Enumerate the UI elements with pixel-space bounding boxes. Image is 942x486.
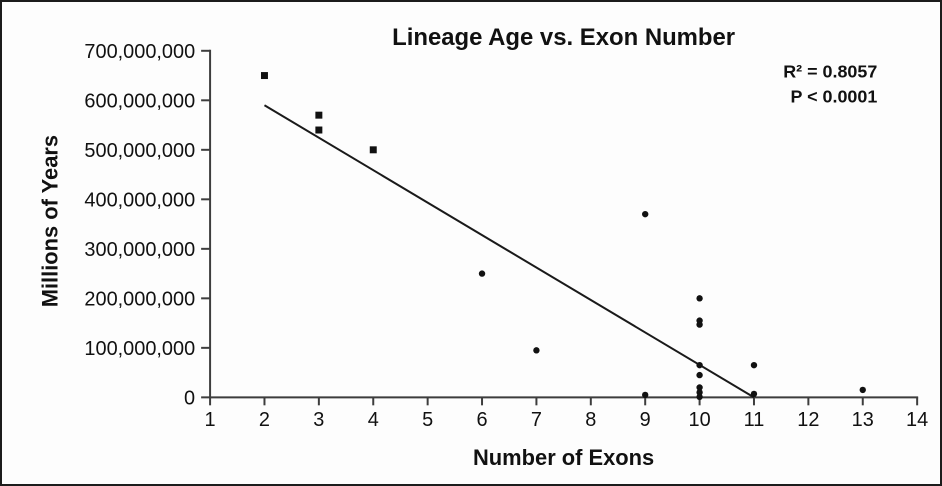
data-points-group xyxy=(260,72,866,401)
data-point-circle xyxy=(696,384,703,391)
regression-trendline xyxy=(263,104,755,399)
x-axis-title: Number of Exons xyxy=(473,445,654,470)
data-point-circle xyxy=(696,371,703,379)
x-tick-label: 14 xyxy=(906,409,928,431)
x-axis-ticks: 1 2 3 4 5 6 7 8 9 10 11 12 13 14 xyxy=(205,397,928,431)
data-point-square xyxy=(315,111,323,119)
data-point-circle xyxy=(533,347,540,354)
data-point-circle xyxy=(696,389,703,396)
r-squared-annotation: R² = 0.8057 xyxy=(783,62,877,82)
data-point-square xyxy=(260,72,268,80)
data-point-circle xyxy=(696,361,703,369)
data-point-circle xyxy=(478,270,486,277)
y-axis-title: Millions of Years xyxy=(38,135,63,307)
x-tick-label: 9 xyxy=(640,409,651,431)
data-point-square xyxy=(315,126,323,134)
x-tick-label: 7 xyxy=(531,409,542,431)
data-point-circle xyxy=(642,391,649,399)
y-axis-ticks: 0 100,000,000 200,000,000 300,000,000 400,00… xyxy=(84,41,211,409)
y-tick-label: 200,000,000 xyxy=(84,288,195,310)
data-point-square xyxy=(369,146,377,154)
x-tick-label: 11 xyxy=(744,409,765,431)
chart-title: Lineage Age vs. Exon Number xyxy=(392,24,735,51)
data-point-circle xyxy=(696,393,703,401)
x-tick-label: 10 xyxy=(689,409,711,431)
x-tick-label: 2 xyxy=(259,409,270,431)
y-tick-label: 0 xyxy=(184,387,195,409)
y-tick-label: 700,000,000 xyxy=(84,41,195,63)
y-tick-label: 100,000,000 xyxy=(84,338,195,360)
x-tick-label: 12 xyxy=(797,409,819,431)
x-tick-label: 5 xyxy=(422,409,433,431)
x-tick-label: 6 xyxy=(476,409,487,431)
x-tick-label: 3 xyxy=(313,409,324,431)
data-point-circle xyxy=(642,210,649,218)
x-tick-label: 8 xyxy=(585,409,596,431)
data-point-circle xyxy=(750,390,758,398)
y-tick-label: 600,000,000 xyxy=(84,90,195,112)
x-tick-label: 13 xyxy=(852,409,874,431)
data-point-circle xyxy=(750,361,758,369)
y-tick-label: 400,000,000 xyxy=(84,189,195,211)
trendline-group xyxy=(263,104,755,399)
p-value-annotation: P < 0.0001 xyxy=(791,87,878,107)
y-tick-label: 500,000,000 xyxy=(84,140,195,162)
x-tick-label: 1 xyxy=(205,409,216,431)
y-tick-label: 300,000,000 xyxy=(84,239,195,261)
data-point-circle xyxy=(696,321,703,328)
x-tick-label: 4 xyxy=(368,409,379,431)
data-point-circle xyxy=(696,295,703,302)
data-point-circle xyxy=(859,386,866,394)
